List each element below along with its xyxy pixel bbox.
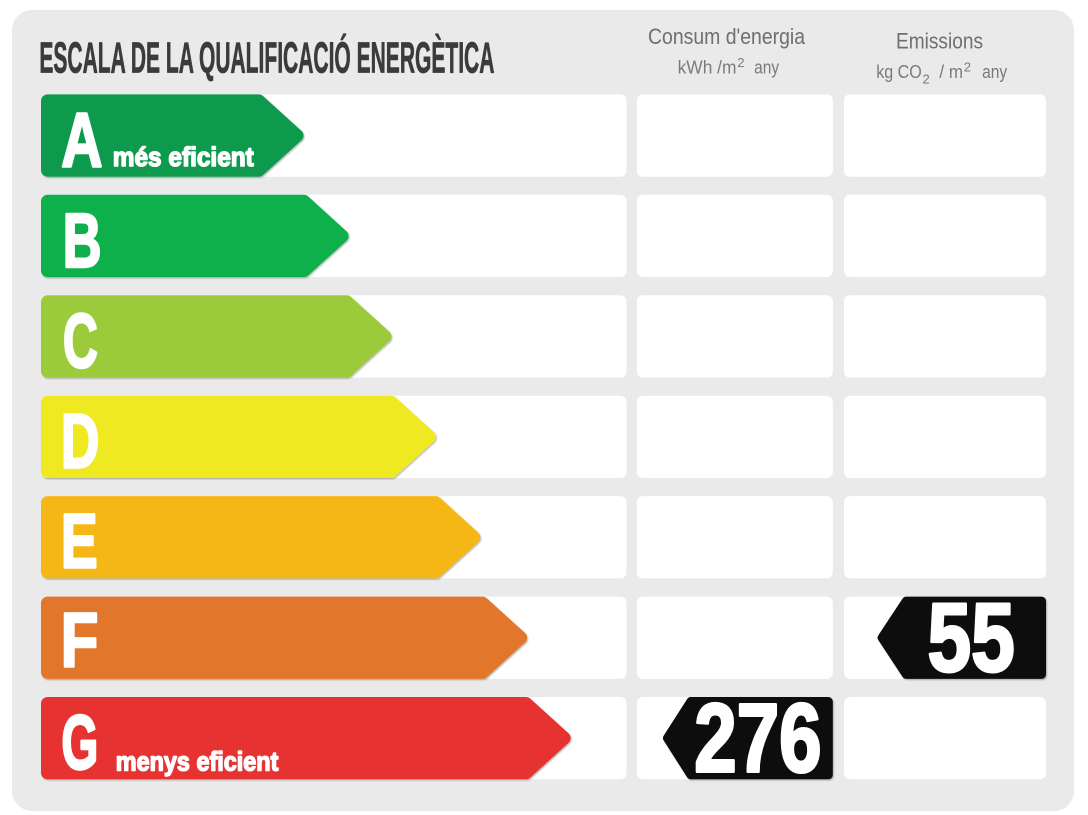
svg-text:kWh /m: kWh /m bbox=[678, 58, 737, 78]
svg-text:2: 2 bbox=[964, 60, 971, 75]
svg-text:kg CO: kg CO bbox=[876, 62, 922, 82]
svg-text:E: E bbox=[61, 499, 98, 585]
svg-text:any: any bbox=[982, 62, 1007, 82]
svg-text:55: 55 bbox=[928, 583, 1015, 692]
svg-text:Emissions: Emissions bbox=[896, 29, 983, 54]
svg-text:2: 2 bbox=[923, 72, 930, 87]
svg-text:C: C bbox=[63, 299, 98, 385]
svg-text:276: 276 bbox=[694, 684, 821, 793]
svg-text:/ m: / m bbox=[939, 62, 963, 82]
svg-text:B: B bbox=[63, 198, 102, 284]
svg-text:2: 2 bbox=[737, 55, 744, 70]
svg-text:F: F bbox=[61, 598, 99, 684]
svg-text:A: A bbox=[61, 97, 102, 183]
svg-text:menys eficient: menys eficient bbox=[116, 747, 279, 777]
svg-text:més eficient: més eficient bbox=[113, 142, 254, 172]
svg-text:any: any bbox=[754, 58, 779, 78]
svg-text:G: G bbox=[61, 700, 98, 786]
svg-text:D: D bbox=[61, 399, 100, 485]
svg-text:Consum d'energia: Consum d'energia bbox=[648, 24, 806, 49]
svg-text:ESCALA DE LA QUALIFICACIÓ ENER: ESCALA DE LA QUALIFICACIÓ ENERGÈTICA bbox=[39, 33, 494, 83]
